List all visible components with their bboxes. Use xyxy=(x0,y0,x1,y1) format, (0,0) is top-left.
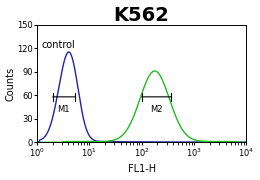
Text: M2: M2 xyxy=(150,105,163,114)
Y-axis label: Counts: Counts xyxy=(5,66,16,101)
Text: control: control xyxy=(41,40,75,50)
X-axis label: FL1-H: FL1-H xyxy=(128,165,156,174)
Text: M1: M1 xyxy=(57,105,70,114)
Title: K562: K562 xyxy=(114,6,170,24)
